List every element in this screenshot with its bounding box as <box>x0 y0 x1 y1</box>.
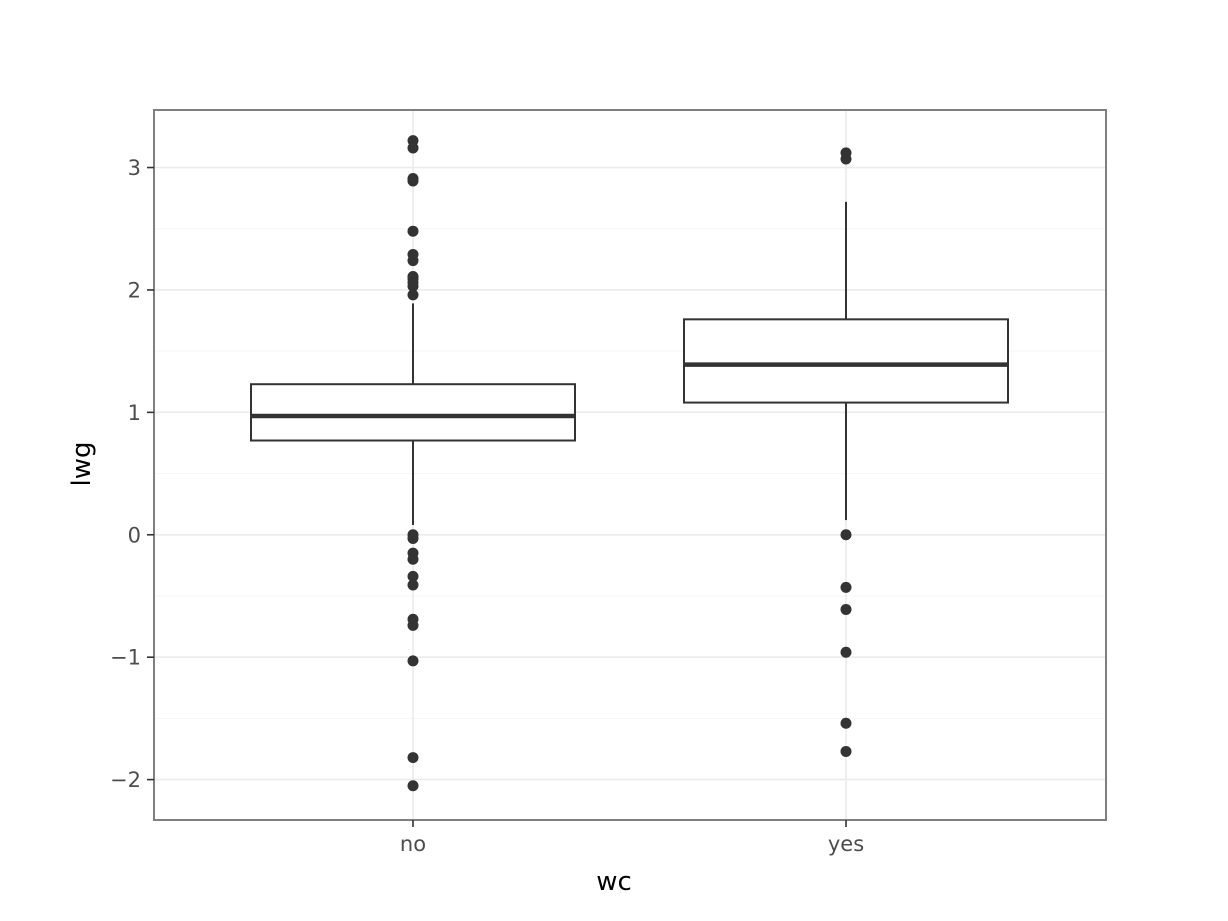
outlier-point <box>840 646 852 658</box>
outlier-point <box>840 745 852 757</box>
outlier-point <box>407 553 419 565</box>
x-tick-label: yes <box>828 832 864 856</box>
outlier-point <box>407 579 419 591</box>
y-tick-label: −1 <box>110 646 141 670</box>
panel-border <box>153 109 1107 821</box>
boxes-layer <box>250 201 1009 525</box>
y-tick-label: 3 <box>128 156 141 180</box>
outlier-point <box>407 280 419 292</box>
outlier-point <box>840 581 852 593</box>
outlier-point <box>407 532 419 544</box>
outlier-point <box>840 153 852 165</box>
box-iqr <box>683 318 1009 404</box>
outlier-point <box>407 142 419 154</box>
outlier-point <box>840 603 852 615</box>
grid-lines <box>154 110 1106 820</box>
outlier-point <box>407 255 419 267</box>
outlier-point <box>407 570 419 582</box>
outlier-point <box>840 717 852 729</box>
outlier-point <box>407 225 419 237</box>
outlier-point <box>407 752 419 764</box>
outlier-point <box>407 289 419 301</box>
y-tick-label: 0 <box>128 523 141 547</box>
box-iqr <box>250 383 576 442</box>
y-tick-label: 1 <box>128 401 141 425</box>
x-axis-title: wc <box>596 867 632 897</box>
y-tick-label: 2 <box>128 278 141 302</box>
outlier-point <box>407 175 419 187</box>
outlier-point <box>840 529 852 541</box>
y-axis-title: lwg <box>67 442 97 487</box>
y-tick-label: −2 <box>110 768 141 792</box>
outlier-point <box>407 619 419 631</box>
x-tick-label: no <box>400 832 426 856</box>
outlier-point <box>407 780 419 792</box>
outlier-point <box>407 655 419 667</box>
outliers-layer <box>407 135 852 792</box>
axis-ticks: −2 −1 0 1 2 3 no yes <box>110 156 864 856</box>
